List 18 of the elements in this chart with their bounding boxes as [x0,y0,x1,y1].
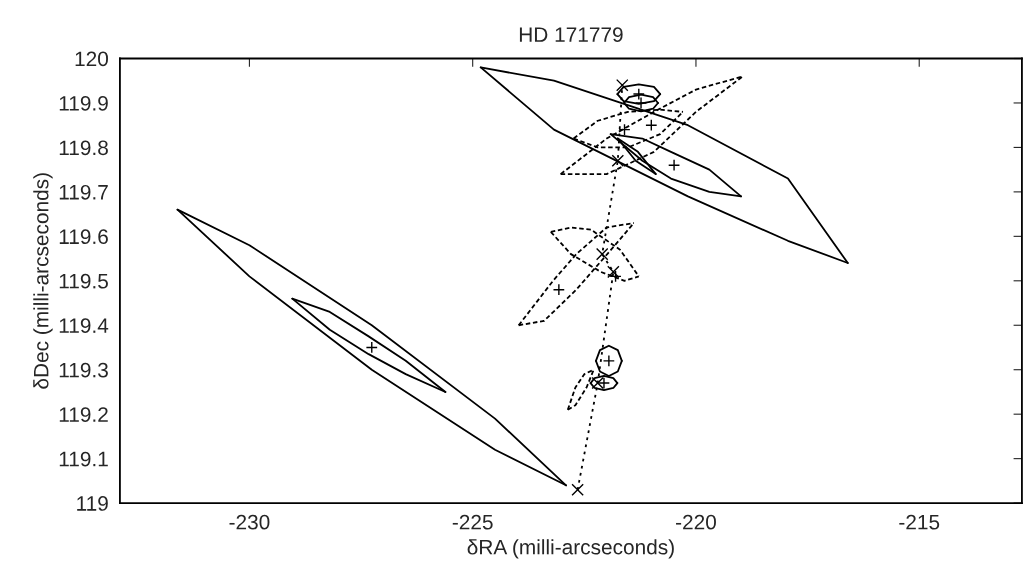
x-tick-label: -230 [229,514,270,530]
y-tick-label: 119.8 [59,140,108,156]
y-tick-label: 119.4 [59,318,109,334]
y-tick-label: 120 [75,51,108,67]
y-tick-label: 119.1 [59,451,108,467]
chart-title: HD 171779 [519,27,623,43]
y-tick-label: 119.5 [59,273,108,289]
x-axis-title: δRA (milli-arcseconds) [467,539,674,559]
y-tick-label: 119.6 [59,229,108,245]
y-tick-label: 119.9 [59,95,108,111]
y-tick-label: 119 [77,496,108,511]
y-tick-label: 119.3 [59,362,108,378]
x-tick-label: -215 [899,514,940,530]
y-tick-label: 119.7 [59,184,108,200]
y-tick-label: 119.2 [59,407,108,422]
x-tick-label: -220 [676,514,716,530]
x-tick-label: -225 [452,514,493,530]
y-axis-title: δDec (milli-arcseconds) [33,173,53,389]
